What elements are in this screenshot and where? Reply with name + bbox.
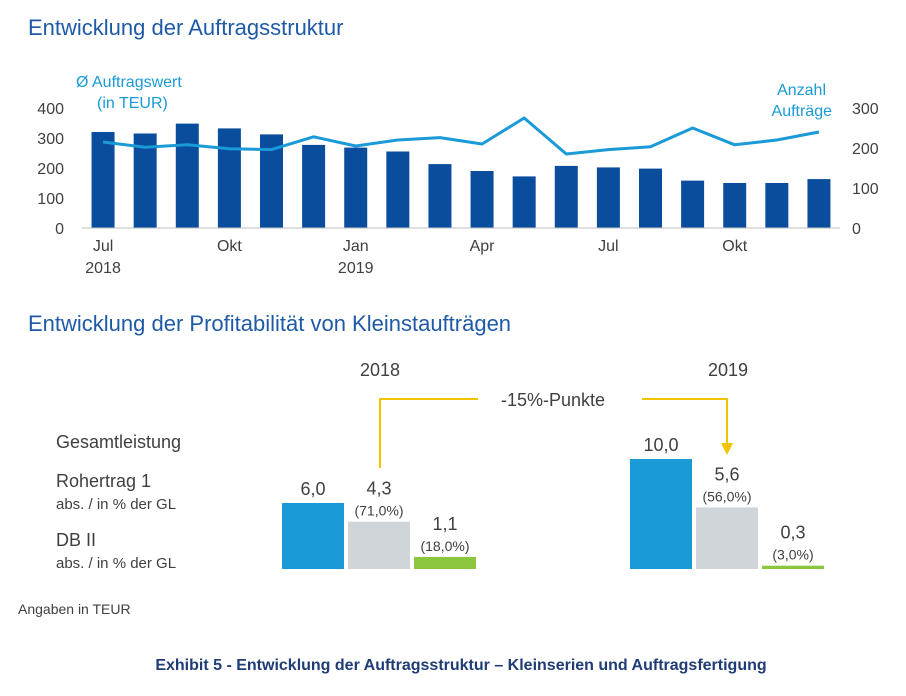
bar [723, 183, 747, 228]
value-label: 10,0 [643, 435, 678, 455]
right-tick-label: 0 [852, 221, 861, 238]
left-axis-label-line1: Ø Auftragswert [76, 74, 182, 91]
row-sublabel: abs. / in % der GL [56, 555, 176, 572]
row-label: Gesamtleistung [56, 432, 181, 452]
caption: Exhibit 5 - Entwicklung der Auftragsstru… [155, 657, 766, 674]
bar [217, 128, 241, 228]
x-tick-label: Okt [722, 238, 747, 255]
right-axis-label-line1: Anzahl [777, 82, 826, 99]
bar [554, 165, 578, 228]
percent-label: (56,0%) [702, 488, 751, 504]
bar [596, 167, 620, 228]
bar [630, 459, 692, 569]
right-axis-ticks: 300 200 100 0 [852, 101, 879, 238]
bar [639, 168, 662, 228]
bar [807, 179, 831, 228]
right-tick-label: 100 [852, 181, 879, 198]
right-axis-label-line2: Aufträge [772, 103, 833, 120]
year-label: 2019 [708, 360, 748, 380]
note: Angaben in TEUR [18, 601, 131, 617]
row-label: DB II [56, 530, 96, 550]
value-label: 0,3 [780, 523, 805, 543]
bar [512, 176, 536, 228]
bar [696, 507, 758, 569]
left-tick-label: 0 [55, 221, 64, 238]
x-axis-labels: Jul 2018 Okt Jan 2019 Apr Jul Okt [85, 238, 747, 277]
bar [175, 123, 199, 228]
bar [681, 180, 705, 228]
value-label: 5,6 [714, 464, 739, 484]
right-tick-label: 300 [852, 101, 879, 118]
line-series [102, 116, 820, 156]
x-tick-label: Okt [217, 238, 242, 255]
arrow-head-icon [721, 443, 733, 455]
value-label: 4,3 [366, 479, 391, 499]
chart2-title: Entwicklung der Profitabilität von Klein… [28, 311, 511, 336]
bar [282, 503, 344, 569]
value-label: 6,0 [300, 479, 325, 499]
arrow-left-segment [379, 398, 478, 468]
bar [470, 171, 494, 228]
bar-group-2018: 2018 6,0 4,3 (71,0%) 1,1 (18,0%) [282, 360, 476, 569]
bar [765, 183, 789, 228]
percent-label: (71,0%) [354, 503, 403, 519]
bar-groups: 2018 6,0 4,3 (71,0%) 1,1 (18,0%) 2019 10,0 5,6 (5… [282, 360, 824, 569]
left-axis-ticks: 400 300 200 100 0 [37, 101, 64, 238]
arrow-right-segment [642, 398, 728, 445]
percent-label: (18,0%) [420, 538, 469, 554]
left-axis-label-line2: (in TEUR) [97, 95, 168, 112]
bar [133, 133, 157, 228]
bar [762, 565, 824, 569]
annotation-label: -15%-Punkte [501, 390, 605, 410]
bar [344, 147, 368, 228]
year-label: 2018 [360, 360, 400, 380]
x-tick-label: Jul [598, 238, 618, 255]
bar [348, 521, 410, 569]
left-tick-label: 400 [37, 101, 64, 118]
bar [91, 132, 115, 228]
left-tick-label: 300 [37, 131, 64, 148]
chart1-title: Entwicklung der Auftragsstruktur [28, 15, 343, 40]
bar [386, 151, 410, 228]
row-labels: Gesamtleistung Rohertrag 1 abs. / in % der… [56, 432, 181, 572]
bar-group-2019: 2019 10,0 5,6 (56,0%) 0,3 (3,0%) [630, 360, 824, 569]
x-tick-year: 2018 [85, 260, 121, 277]
row-sublabel: abs. / in % der GL [56, 496, 176, 513]
percent-label: (3,0%) [772, 547, 813, 563]
bar [428, 164, 452, 228]
value-label: 1,1 [432, 514, 457, 534]
bar-series [91, 123, 831, 228]
chart-auftragsstruktur: Entwicklung der Auftragsstruktur Ø Auftr… [28, 15, 879, 277]
x-tick-year: 2019 [338, 260, 374, 277]
chart-profitabilitaet: Entwicklung der Profitabilität von Klein… [28, 311, 824, 572]
x-tick-label: Jul [93, 238, 113, 255]
bar [302, 144, 326, 228]
x-tick-label: Apr [470, 238, 496, 255]
bar [414, 556, 476, 569]
right-tick-label: 200 [852, 141, 879, 158]
row-label: Rohertrag 1 [56, 471, 151, 491]
left-tick-label: 200 [37, 161, 64, 178]
bar [260, 134, 283, 228]
left-tick-label: 100 [37, 191, 64, 208]
annotation-arrow: -15%-Punkte [379, 390, 733, 468]
x-tick-label: Jan [343, 238, 369, 255]
